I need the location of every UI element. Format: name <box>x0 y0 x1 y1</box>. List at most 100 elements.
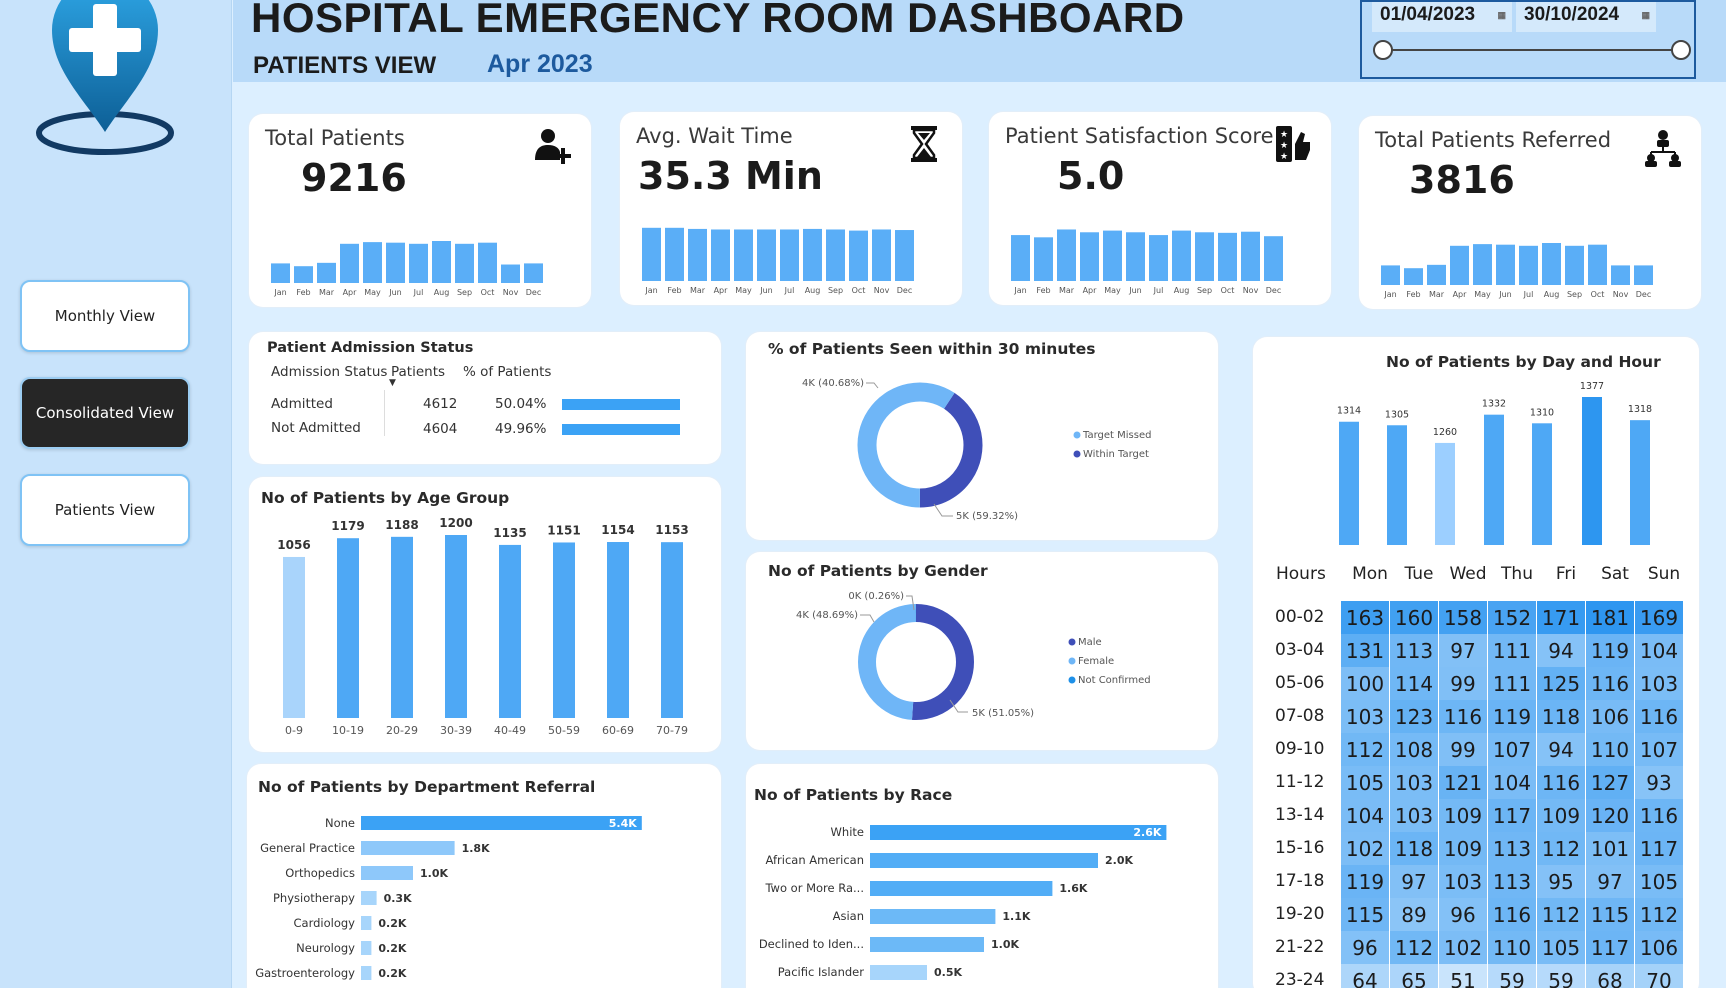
age-tick-label: 50-59 <box>548 724 580 737</box>
heatmap-cell: 117 <box>1586 931 1634 964</box>
month-tick-label: Sep <box>1567 290 1582 299</box>
trend-bar <box>665 227 684 281</box>
hbar <box>870 825 1167 840</box>
legend-label: Within Target <box>1083 449 1149 460</box>
hbar <box>870 881 1053 896</box>
age-bar-value: 1179 <box>331 519 364 533</box>
heatmap-cell: 113 <box>1488 865 1536 898</box>
date-slider-start-handle[interactable] <box>1373 40 1393 60</box>
heatmap-cell: 110 <box>1488 931 1536 964</box>
date-slider-end-handle[interactable] <box>1671 40 1691 60</box>
trend-bar <box>432 241 451 283</box>
age-bar-value: 1188 <box>385 518 418 532</box>
trend-bar <box>1126 232 1145 281</box>
day-bar <box>1339 421 1359 545</box>
kpi-value: 5.0 <box>1057 154 1125 198</box>
donut-leader-line <box>933 503 953 517</box>
heatmap-day-label: Fri <box>1555 564 1577 584</box>
monthly-view-button[interactable]: Monthly View <box>20 280 190 352</box>
heatmap-cell: 127 <box>1586 766 1634 799</box>
race-chart: White 2.6K African American 2.0K Two or More… <box>759 825 1167 980</box>
month-tick-label: Jan <box>1013 286 1026 295</box>
donut-data-label: 5K (59.32%) <box>956 511 1018 522</box>
trend-bar <box>501 264 520 283</box>
month-tick-label: Mar <box>1429 290 1445 299</box>
donut-data-label: 0K (0.26%) <box>848 591 904 602</box>
kpi-trend-chart: Jan Feb Mar Apr May Jun Jul Aug Sep Oct Nov Dec <box>271 241 543 297</box>
heatmap-hours-header: Hours <box>1276 564 1326 584</box>
trend-bar <box>1172 230 1191 281</box>
month-tick-label: Jun <box>759 286 773 295</box>
svg-text:★: ★ <box>1280 152 1288 162</box>
column-header-pct-patients[interactable]: % of Patients <box>463 364 552 380</box>
heatmap-day-label: Sun <box>1647 564 1681 584</box>
donut-leader-line <box>949 699 968 713</box>
rating-icon: ★ ★ ★ <box>1276 126 1310 162</box>
trend-bar <box>711 229 730 281</box>
kpi-title: Total Patients Referred <box>1375 128 1612 152</box>
month-tick-label: Feb <box>296 288 310 297</box>
age-bar <box>553 542 575 718</box>
date-from-field[interactable]: 01/04/2023 ▦ <box>1372 2 1512 32</box>
heatmap-cell: 106 <box>1635 931 1683 964</box>
calendar-icon[interactable]: ▦ <box>1641 10 1650 20</box>
period-label: Apr 2023 <box>487 50 593 78</box>
heatmap-cell: 108 <box>1390 733 1438 766</box>
age-bar <box>391 536 413 718</box>
day-bar-value: 1260 <box>1433 427 1457 438</box>
donut-leader-line <box>860 614 875 623</box>
month-tick-label: Oct <box>1221 286 1235 295</box>
heatmap-cell: 51 <box>1439 964 1487 988</box>
heatmap-hour-label: 17-18 <box>1275 871 1325 891</box>
hbar <box>870 965 927 980</box>
donut-data-label: 5K (51.05%) <box>972 708 1034 719</box>
heatmap-cell: 163 <box>1341 601 1389 634</box>
patients-view-button[interactable]: Patients View <box>20 474 190 546</box>
trend-bar <box>688 228 707 281</box>
heatmap-cell: 116 <box>1635 700 1683 733</box>
month-tick-label: Dec <box>526 288 541 297</box>
day-bar-value: 1305 <box>1385 409 1409 420</box>
heatmap-hour-label: 13-14 <box>1275 805 1325 825</box>
legend-label: Not Confirmed <box>1078 675 1151 686</box>
heatmap-cell: 104 <box>1341 799 1389 832</box>
consolidated-view-button[interactable]: Consolidated View <box>20 377 190 449</box>
heatmap-hour-label: 07-08 <box>1275 706 1325 726</box>
date-slider-track[interactable] <box>1384 49 1680 51</box>
donut-leader-line <box>866 382 879 389</box>
age-bar-value: 1056 <box>277 538 310 552</box>
kpi-title: Total Patients <box>265 126 405 150</box>
heatmap-cell: 103 <box>1439 865 1487 898</box>
table-cell-patients: 4604 <box>423 421 458 437</box>
date-to-value: 30/10/2024 <box>1524 4 1620 25</box>
category-label: Two or More Ra... <box>764 881 864 895</box>
month-tick-label: Jul <box>1153 286 1164 295</box>
column-header-admission-status[interactable]: Admission Status <box>271 364 388 380</box>
month-tick-label: Jun <box>1128 286 1142 295</box>
heatmap-cell: 181 <box>1586 601 1634 634</box>
month-tick-label: Feb <box>667 286 681 295</box>
admission-status-card: Patient Admission Status Admission Statu… <box>249 332 721 464</box>
heatmap-hour-label: 23-24 <box>1275 970 1325 988</box>
month-tick-label: Feb <box>1036 286 1050 295</box>
age-tick-label: 20-29 <box>386 724 418 737</box>
month-tick-label: Sep <box>828 286 843 295</box>
kpi-card-patients-referred: Total Patients Referred 3816 Jan Feb Mar Ap… <box>1359 116 1701 309</box>
month-tick-label: Aug <box>805 286 821 295</box>
trend-bar <box>1404 268 1423 285</box>
svg-text:★: ★ <box>1280 130 1288 140</box>
calendar-icon[interactable]: ▦ <box>1497 10 1506 20</box>
month-tick-label: Oct <box>1591 290 1605 299</box>
trend-bar <box>409 243 428 283</box>
donut-slice <box>858 604 974 720</box>
heatmap-cell: 103 <box>1390 766 1438 799</box>
sort-descending-icon[interactable]: ▼ <box>389 378 396 388</box>
day-bar <box>1387 425 1407 545</box>
hbar-value: 0.2K <box>378 967 406 980</box>
heatmap-cell: 105 <box>1341 766 1389 799</box>
header: HOSPITAL EMERGENCY ROOM DASHBOARD PATIEN… <box>233 0 1726 82</box>
trend-bar <box>1034 237 1053 281</box>
date-to-field[interactable]: 30/10/2024 ▦ <box>1516 2 1656 32</box>
gender-title: No of Patients by Gender <box>768 562 988 580</box>
column-header-patients[interactable]: Patients <box>391 364 446 380</box>
